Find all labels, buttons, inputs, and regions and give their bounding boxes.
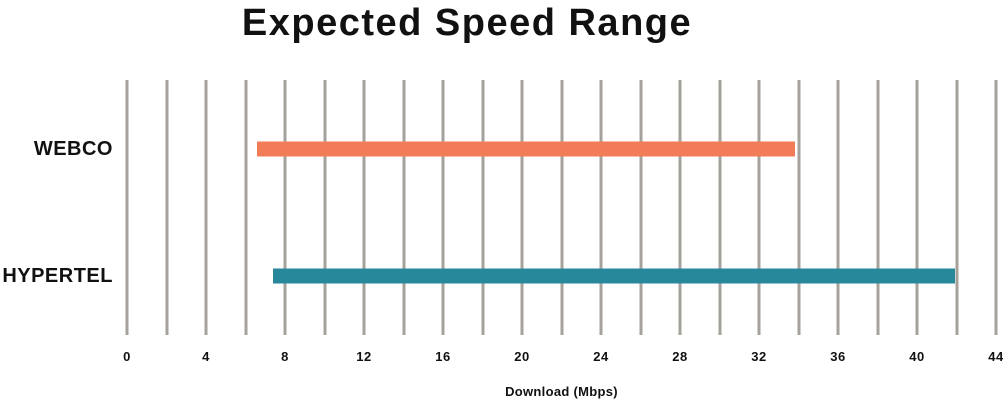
gridline-x-36 (836, 80, 840, 335)
x-tick-label-4: 4 (202, 349, 210, 364)
gridline-x-6 (244, 80, 247, 335)
x-tick-label-32: 32 (751, 349, 767, 364)
x-tick-label-24: 24 (593, 349, 609, 364)
range-bar-webco (257, 141, 795, 157)
gridline-x-26 (639, 80, 642, 335)
gridline-x-12 (362, 80, 366, 335)
x-tick-label-28: 28 (672, 349, 688, 364)
gridline-x-40 (915, 80, 919, 335)
gridline-x-28 (678, 80, 682, 335)
gridline-x-0 (125, 80, 129, 335)
x-tick-label-20: 20 (514, 349, 530, 364)
gridline-x-10 (323, 80, 326, 335)
x-tick-label-16: 16 (435, 349, 451, 364)
x-tick-label-44: 44 (988, 349, 1003, 364)
gridline-x-38 (876, 80, 879, 335)
gridline-x-44 (994, 80, 998, 335)
x-axis-label: Download (Mbps) (505, 384, 618, 399)
gridline-x-22 (560, 80, 563, 335)
category-label-webco: WEBCO (33, 137, 113, 160)
gridline-x-42 (955, 80, 958, 335)
gridline-x-30 (718, 80, 721, 335)
range-bar-hypertel (273, 268, 955, 284)
x-tick-row: 0 4 8 12 16 20 24 28 32 36 40 44 (123, 349, 1003, 367)
gridline-x-4 (204, 80, 208, 335)
x-tick-label-12: 12 (356, 349, 372, 364)
x-tick-label-8: 8 (281, 349, 289, 364)
gridline-x-34 (797, 80, 800, 335)
gridline-x-8 (283, 80, 287, 335)
x-tick-label-36: 36 (830, 349, 846, 364)
gridline-x-2 (165, 80, 168, 335)
gridline-x-20 (520, 80, 524, 335)
x-tick-label-40: 40 (909, 349, 925, 364)
gridline-x-18 (481, 80, 484, 335)
chart-title: Expected Speed Range (241, 2, 693, 44)
gridline-x-24 (599, 80, 603, 335)
gridline-x-14 (402, 80, 405, 335)
category-axis: WEBCO HYPERTEL (0, 80, 113, 335)
category-label-hypertel: HYPERTEL (2, 265, 113, 288)
gridline-x-16 (441, 80, 445, 335)
gridline-x-32 (757, 80, 761, 335)
x-tick-label-0: 0 (123, 349, 131, 364)
plot-area (125, 80, 998, 335)
